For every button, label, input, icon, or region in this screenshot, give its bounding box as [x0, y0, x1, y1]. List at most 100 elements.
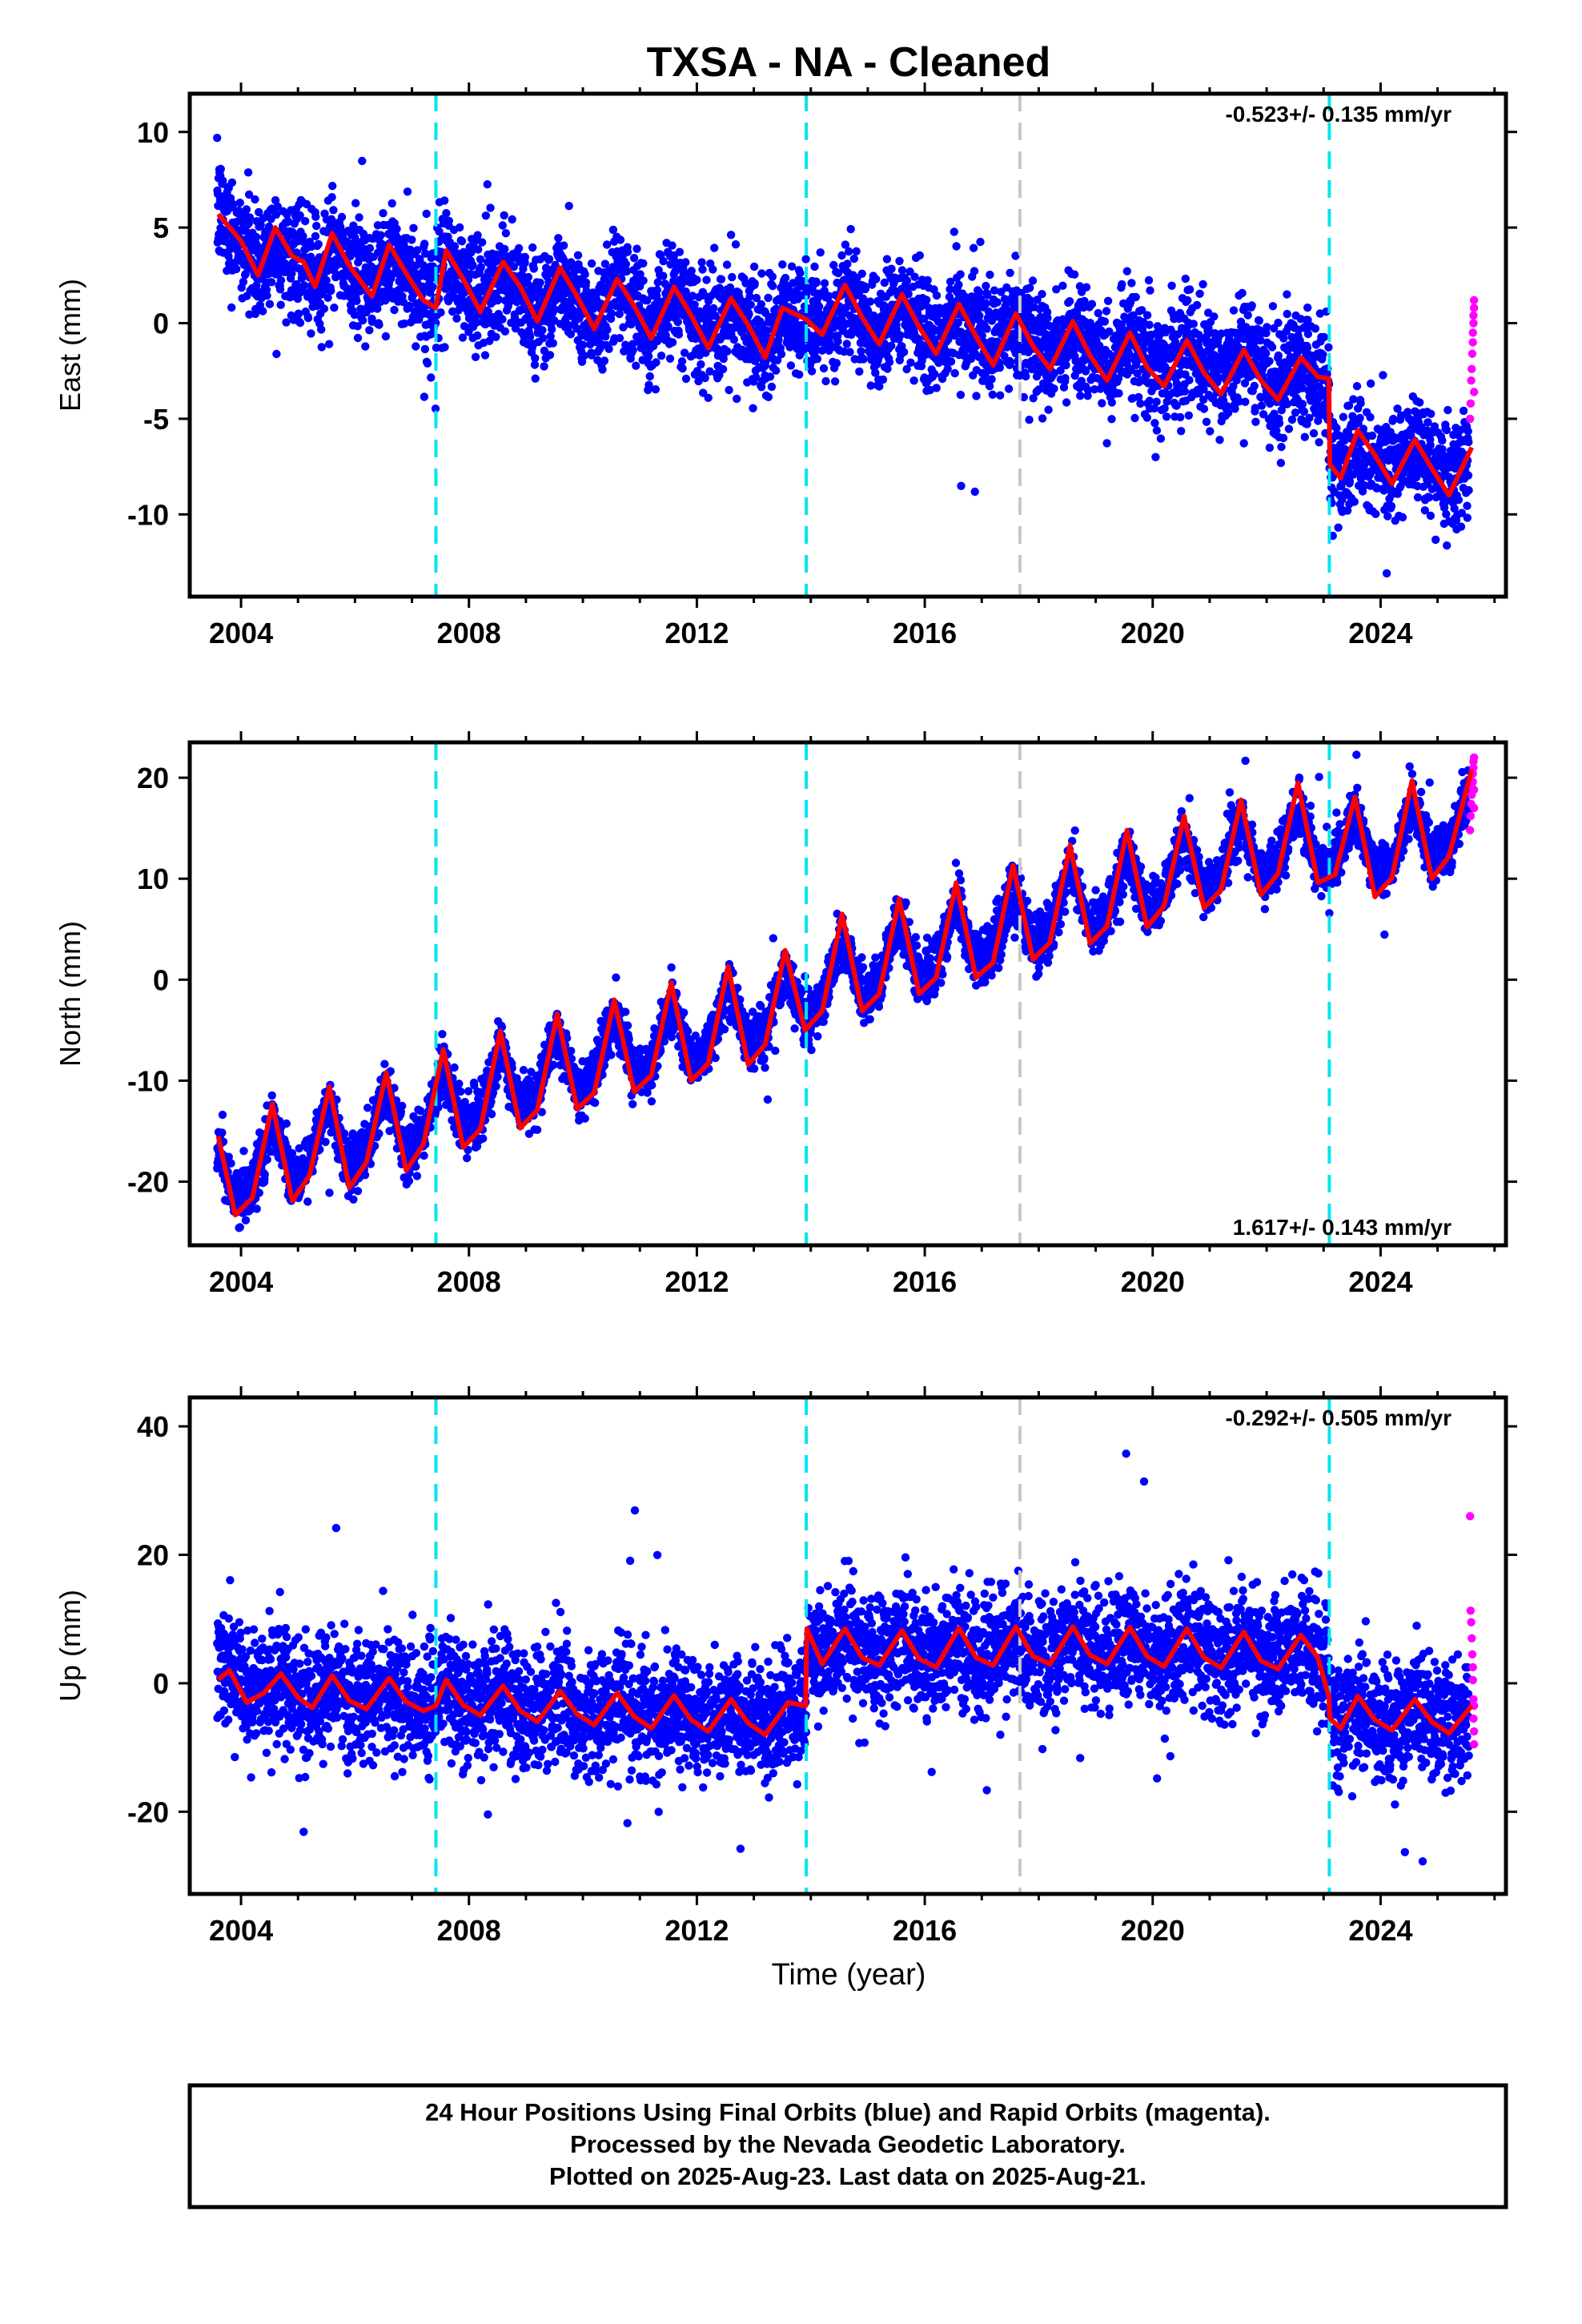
east-final-point [878, 375, 888, 384]
east-final-point [282, 318, 291, 327]
east-final-point [508, 215, 516, 224]
east-final-point [1127, 279, 1136, 287]
east-final-point [1167, 281, 1176, 290]
east-final-point [909, 376, 918, 385]
east-final-point [1105, 327, 1114, 336]
east-final-point [1152, 397, 1161, 406]
east-final-point [781, 273, 790, 283]
east-final-point [431, 404, 440, 413]
east-final-point [245, 213, 255, 222]
east-final-point [500, 244, 509, 254]
east-final-point [902, 364, 911, 374]
east-final-point [554, 234, 563, 243]
east-final-point [456, 223, 464, 232]
east-final-point [1352, 382, 1362, 391]
east-final-point [323, 267, 332, 275]
east-final-point [772, 366, 781, 375]
east-final-point [524, 272, 533, 282]
east-final-point [283, 217, 293, 226]
east-final-point [946, 357, 956, 366]
east-final-point [698, 265, 707, 274]
east-final-point [409, 223, 418, 232]
east-final-point [768, 281, 777, 291]
east-final-point [1199, 404, 1209, 413]
east-final-point [276, 300, 285, 309]
east-final-point [1189, 320, 1199, 328]
east-final-point [861, 284, 870, 294]
east-final-point [1300, 432, 1310, 441]
east-final-point [1309, 428, 1319, 438]
east-final-point [1263, 323, 1271, 332]
east-final-point [520, 252, 530, 262]
east-final-point [787, 262, 797, 271]
east-final-point [705, 367, 714, 376]
east-final-point [623, 247, 632, 256]
east-final-point [1156, 434, 1166, 443]
east-final-point [1274, 351, 1283, 360]
east-final-point [723, 347, 732, 356]
east-final-point [1442, 509, 1451, 519]
east-final-point [580, 352, 588, 360]
east-final-point [550, 305, 560, 314]
east-final-point [843, 259, 852, 268]
east-final-point [810, 262, 819, 271]
east-final-point [458, 333, 468, 342]
east-final-point [1100, 317, 1110, 326]
east-final-point [952, 242, 961, 251]
east-final-point [1382, 569, 1391, 578]
east-final-point [1131, 292, 1140, 302]
east-final-point [271, 210, 281, 219]
east-final-point [943, 364, 952, 373]
east-final-point [1042, 308, 1052, 316]
east-final-point [259, 307, 267, 316]
east-final-point [460, 322, 469, 331]
east-final-point [473, 331, 482, 340]
east-final-point [435, 227, 444, 236]
east-final-point [1199, 395, 1208, 404]
east-final-point [993, 298, 1002, 307]
east-final-point [932, 291, 942, 300]
east-final-point [795, 370, 804, 379]
east-final-point [432, 319, 440, 328]
east-final-point [471, 352, 480, 361]
east-final-point [536, 278, 544, 287]
east-final-point [390, 305, 399, 315]
east-final-point [715, 371, 724, 380]
east-final-point [213, 134, 222, 143]
east-final-point [969, 243, 978, 252]
east-final-point [807, 367, 817, 376]
east-final-point [1142, 311, 1152, 320]
east-final-point [1150, 419, 1159, 428]
east-final-point [687, 267, 696, 275]
east-final-point [675, 247, 685, 256]
east-final-point [1371, 509, 1380, 518]
east-final-point [745, 310, 753, 319]
east-final-point [1076, 392, 1085, 400]
east-final-point [970, 487, 979, 497]
east-final-point [801, 255, 810, 263]
east-final-point [632, 361, 640, 370]
east-final-point [312, 221, 321, 231]
east-final-point [950, 227, 959, 236]
east-final-point [765, 372, 775, 381]
east-final-point [1038, 290, 1046, 299]
east-final-point [262, 285, 271, 294]
east-final-point [1276, 458, 1286, 468]
east-final-point [729, 335, 738, 344]
east-final-point [1339, 412, 1348, 421]
east-final-point [694, 376, 703, 386]
east-final-point [1026, 296, 1035, 305]
east-final-point [1199, 385, 1208, 394]
east-final-point [422, 209, 431, 219]
east-final-point [540, 346, 549, 356]
east-final-point [359, 316, 367, 325]
east-final-point [1170, 337, 1180, 347]
east-final-point [1117, 320, 1126, 329]
east-final-point [328, 182, 337, 191]
east-final-point [786, 361, 796, 370]
east-final-point [1247, 301, 1256, 310]
east-final-point [322, 275, 331, 285]
east-final-point [699, 388, 708, 397]
east-final-point [216, 164, 225, 174]
